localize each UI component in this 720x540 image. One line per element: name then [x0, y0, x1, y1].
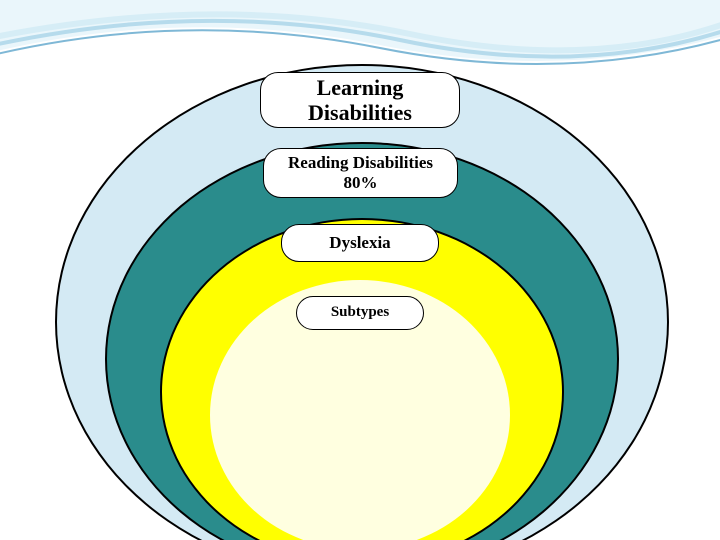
label-text: Learning — [317, 75, 404, 100]
label-text: Dyslexia — [329, 233, 390, 253]
label-outer: LearningDisabilities — [260, 72, 460, 128]
label-third: Dyslexia — [281, 224, 439, 262]
label-second: Reading Disabilities80% — [263, 148, 458, 198]
label-text: 80% — [344, 173, 378, 193]
label-inner: Subtypes — [296, 296, 424, 330]
slide: LearningDisabilities Reading Disabilities… — [0, 0, 720, 540]
label-text: Subtypes — [331, 304, 389, 321]
label-text: Reading Disabilities — [288, 153, 433, 173]
label-text: Disabilities — [308, 100, 412, 125]
